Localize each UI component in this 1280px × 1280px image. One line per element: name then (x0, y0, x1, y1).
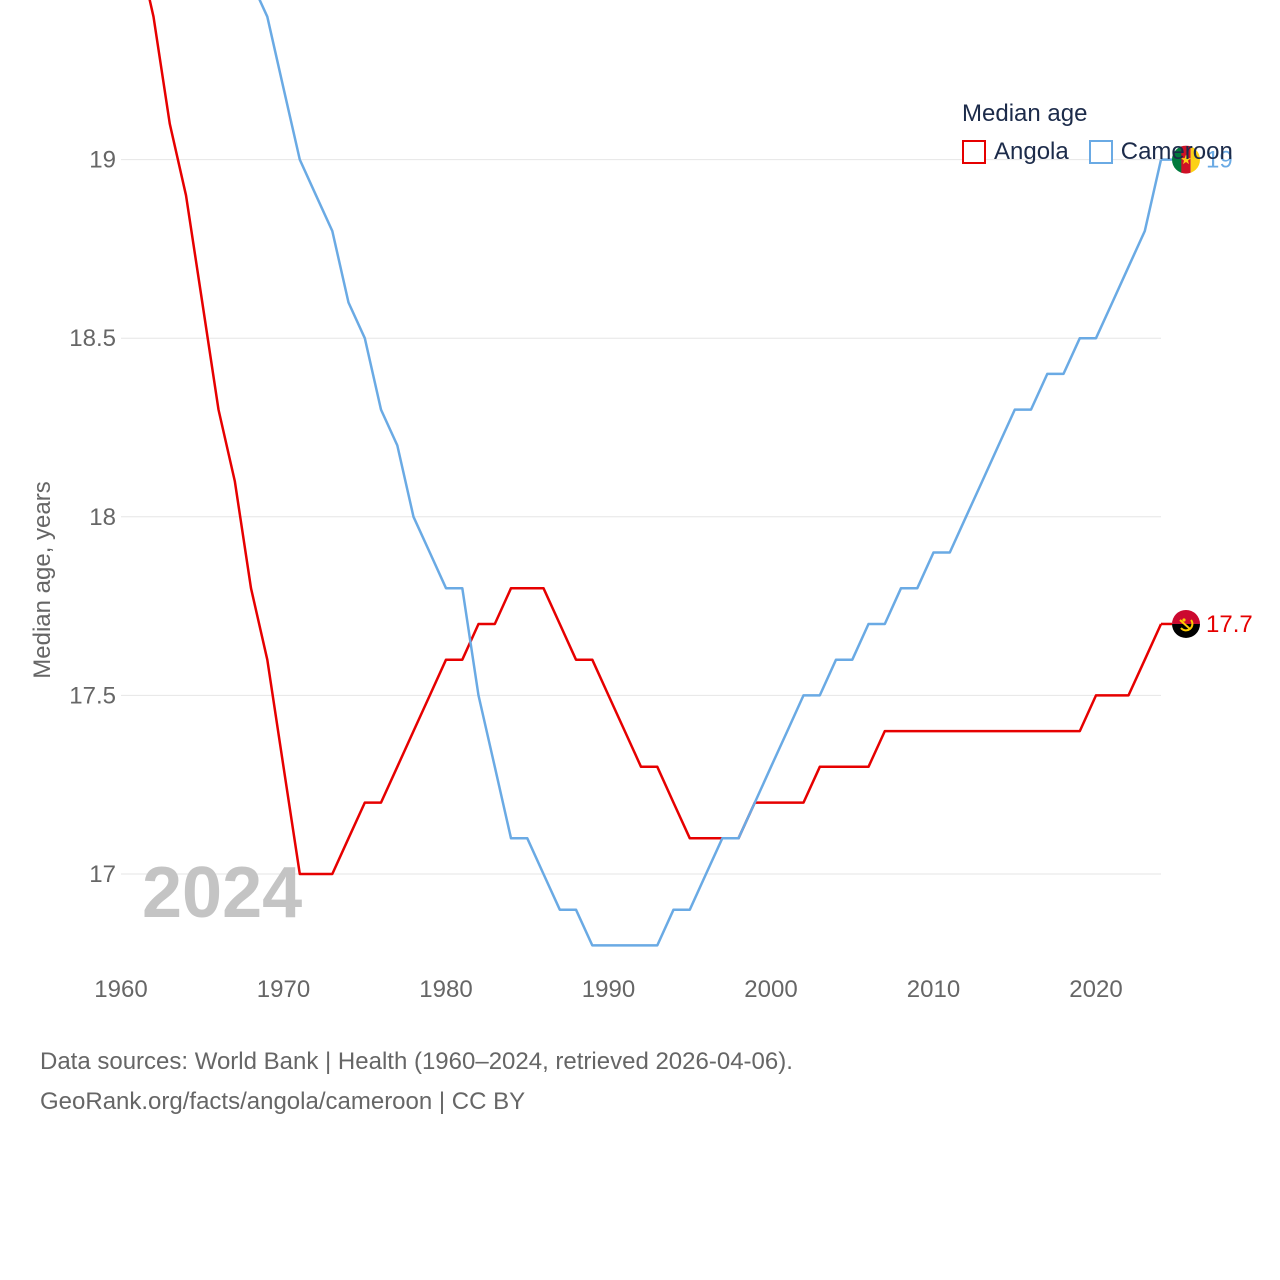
series-line-cameroon (258, 0, 1163, 947)
y-tick-label: 17.5 (69, 682, 116, 709)
x-tick-label: 1980 (419, 976, 472, 1003)
end-value-label-angola: 17.7 (1206, 611, 1253, 638)
legend-item-cameroon[interactable]: Cameroon (1088, 138, 1233, 166)
legend-title: Median age (962, 100, 1088, 127)
legend-swatch-angola (962, 140, 986, 164)
x-tick-label: 1990 (582, 976, 635, 1003)
y-tick-label: 18.5 (69, 325, 116, 352)
x-tick-label: 1960 (94, 976, 147, 1003)
sources-line-2[interactable]: GeoRank.org/facts/angola/cameroon | CC B… (40, 1088, 526, 1115)
series-line-angola (148, 0, 1163, 876)
y-tick-label: 17 (89, 861, 116, 888)
y-tick-label: 19 (89, 147, 116, 174)
legend-item-angola[interactable]: Angola (962, 138, 1069, 166)
y-tick-label: 18 (89, 504, 116, 531)
x-tick-label: 2000 (744, 976, 797, 1003)
legend-label-cameroon: Cameroon (1120, 138, 1233, 165)
current-year-watermark: 2024 (142, 853, 303, 933)
gridlines (121, 159, 1161, 875)
x-tick-label: 1970 (257, 976, 310, 1003)
cameroon-flag-icon (1172, 145, 1200, 174)
angola-flag-icon (1172, 609, 1200, 638)
legend-label-angola: Angola (994, 138, 1069, 165)
data-sources: Data sources: World Bank | Health (1960–… (40, 1042, 793, 1122)
series-lines (148, 0, 1163, 947)
end-value-label-cameroon: 19 (1206, 147, 1233, 174)
y-axis-label: Median age, years (29, 481, 56, 678)
x-tick-label: 2020 (1069, 976, 1122, 1003)
sources-line-1: Data sources: World Bank | Health (1960–… (40, 1048, 793, 1075)
legend-swatch-cameroon (1088, 140, 1113, 164)
legend: Median age Angola Cameroon (962, 100, 1253, 166)
x-axis-ticks: 1960 1970 1980 1990 2000 2010 2020 (94, 976, 1122, 1003)
end-markers: 17.7 19 (1161, 145, 1253, 638)
x-tick-label: 2010 (907, 976, 960, 1003)
